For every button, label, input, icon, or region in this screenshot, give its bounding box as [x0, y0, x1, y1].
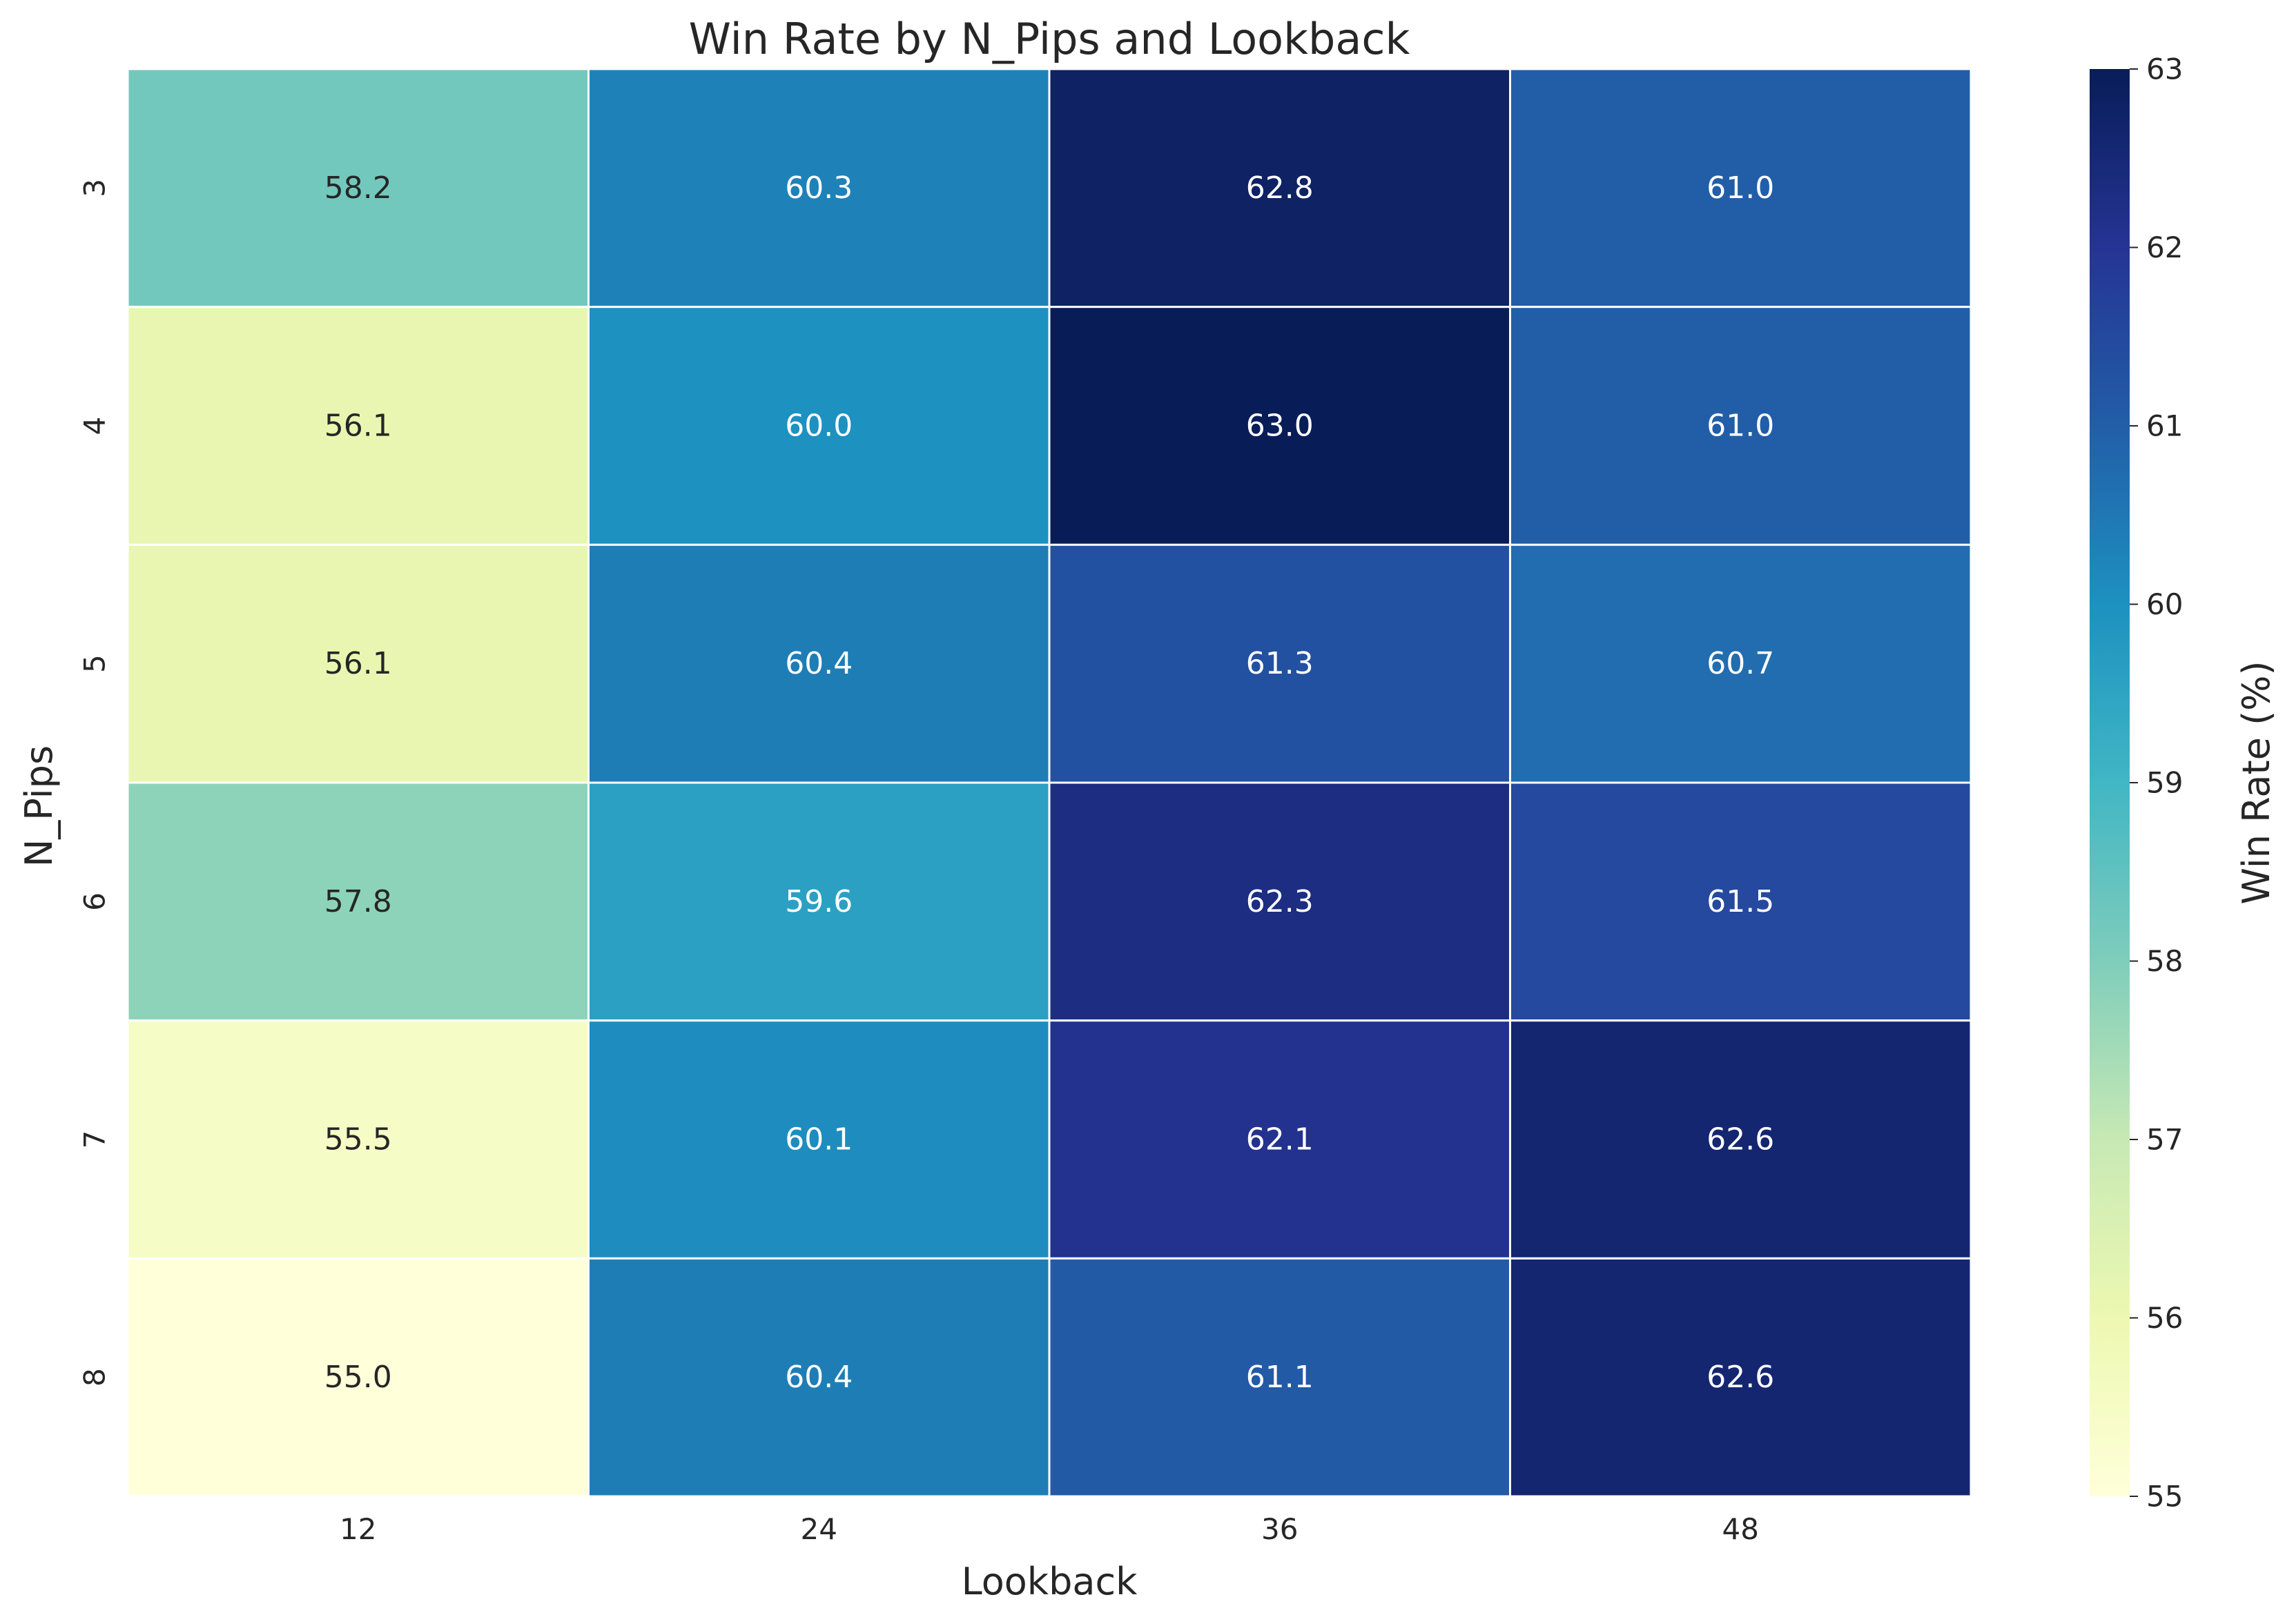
- colorbar-tick-label-62: 62: [2146, 231, 2183, 264]
- heatmap-cell-r4-c3: [1509, 1019, 1972, 1260]
- heatmap-cell-labels: 58.2 60.3 62.8 61.0 56.1 60.0 63.0 61.0 56.1 60.4…: [324, 170, 1774, 1395]
- y-tick-label-7: 7: [78, 1131, 112, 1149]
- colorbar-tick-label-56: 56: [2146, 1301, 2183, 1335]
- heatmap-cell-label-r1-c1: 60.0: [785, 409, 853, 444]
- y-tick-label-6: 6: [78, 892, 112, 911]
- heatmap-cell-label-r3-c3: 61.5: [1707, 884, 1774, 919]
- heatmap-cell-r4-c0: [126, 1019, 590, 1260]
- colorbar-tick-label-57: 57: [2146, 1123, 2183, 1157]
- heatmap-cell-label-r2-c3: 60.7: [1707, 646, 1774, 681]
- chart-title: Win Rate by N_Pips and Lookback: [689, 14, 1410, 64]
- heatmap-cell-r1-c1: [587, 306, 1051, 546]
- colorbar-tick-label-63: 63: [2146, 52, 2183, 86]
- heatmap-cell-label-r1-c2: 63.0: [1246, 409, 1314, 444]
- heatmap-cell-r0-c3: [1509, 68, 1972, 309]
- y-tick-label-3: 3: [78, 179, 112, 197]
- y-axis-ticks: 3 4 5 6 7 8: [78, 179, 112, 1387]
- heatmap-cell-r5-c2: [1048, 1257, 1511, 1498]
- colorbar-tick-label-58: 58: [2146, 944, 2183, 978]
- x-axis-ticks: 12 24 36 48: [340, 1512, 1759, 1546]
- heatmap-cell-r4-c1: [587, 1019, 1051, 1260]
- heatmap-cell-label-r4-c2: 62.1: [1246, 1122, 1314, 1157]
- heatmap-cell-r5-c3: [1509, 1257, 1972, 1498]
- heatmap-cell-label-r3-c1: 59.6: [785, 884, 853, 919]
- heatmap-cell-label-r5-c2: 61.1: [1246, 1360, 1314, 1395]
- heatmap-cell-label-r3-c2: 62.3: [1246, 884, 1314, 919]
- heatmap-cell-label-r5-c0: 55.0: [324, 1360, 392, 1395]
- x-tick-label-36: 36: [1261, 1512, 1298, 1546]
- heatmap-cell-r3-c3: [1509, 781, 1972, 1022]
- heatmap-cell-label-r2-c0: 56.1: [324, 646, 392, 681]
- heatmap-cell-label-r4-c3: 62.6: [1707, 1122, 1774, 1157]
- heatmap-cell-label-r1-c0: 56.1: [324, 409, 392, 444]
- x-tick-label-24: 24: [801, 1512, 837, 1546]
- colorbar-label: Win Rate (%): [2235, 661, 2278, 904]
- heatmap-cell-r0-c2: [1048, 68, 1511, 309]
- heatmap-cell-r0-c1: [587, 68, 1051, 309]
- heatmap-cell-label-r0-c3: 61.0: [1707, 170, 1774, 206]
- y-axis-label: N_Pips: [17, 745, 61, 867]
- colorbar-tick-label-60: 60: [2146, 587, 2183, 621]
- heatmap-cell-r2-c1: [587, 543, 1051, 784]
- heatmap-cell-label-r2-c2: 61.3: [1246, 646, 1314, 681]
- colorbar-ticks: 55 56 57 58 59 60 61 62 63: [2130, 52, 2183, 1514]
- heatmap-cell-label-r1-c3: 61.0: [1707, 409, 1774, 444]
- heatmap-cell-label-r3-c0: 57.8: [324, 884, 392, 919]
- heatmap-cell-label-r0-c0: 58.2: [324, 170, 392, 206]
- colorbar: [2090, 69, 2130, 1496]
- heatmap-cell-label-r5-c1: 60.4: [785, 1360, 853, 1395]
- y-tick-label-8: 8: [78, 1368, 112, 1387]
- colorbar-tick-label-59: 59: [2146, 766, 2183, 800]
- heatmap-cell-r5-c1: [587, 1257, 1051, 1498]
- x-axis-label: Lookback: [962, 1560, 1138, 1603]
- heatmap-cell-label-r5-c3: 62.6: [1707, 1360, 1774, 1395]
- colorbar-tick-label-55: 55: [2146, 1480, 2183, 1514]
- heatmap-cell-label-r0-c2: 62.8: [1246, 170, 1314, 206]
- x-tick-label-12: 12: [340, 1512, 376, 1546]
- heatmap-cell-r3-c1: [587, 781, 1051, 1022]
- heatmap-cell-r5-c0: [126, 1257, 590, 1498]
- heatmap-cell-r1-c2: [1048, 306, 1511, 546]
- y-tick-label-5: 5: [78, 654, 112, 673]
- y-tick-label-4: 4: [78, 417, 112, 436]
- heatmap-cell-r2-c3: [1509, 543, 1972, 784]
- heatmap-cell-r3-c2: [1048, 781, 1511, 1022]
- heatmap-cell-label-r2-c1: 60.4: [785, 646, 853, 681]
- heatmap-cell-r4-c2: [1048, 1019, 1511, 1260]
- heatmap-cell-r0-c0: [126, 68, 590, 309]
- x-tick-label-48: 48: [1722, 1512, 1759, 1546]
- heatmap-cells: [126, 68, 1972, 1498]
- colorbar-tick-label-61: 61: [2146, 409, 2183, 443]
- heatmap-cell-r1-c0: [126, 306, 590, 546]
- heatmap-cell-label-r4-c0: 55.5: [324, 1122, 392, 1157]
- heatmap-cell-label-r4-c1: 60.1: [785, 1122, 853, 1157]
- heatmap-cell-r3-c0: [126, 781, 590, 1022]
- heatmap-cell-label-r0-c1: 60.3: [785, 170, 853, 206]
- heatmap-cell-r1-c3: [1509, 306, 1972, 546]
